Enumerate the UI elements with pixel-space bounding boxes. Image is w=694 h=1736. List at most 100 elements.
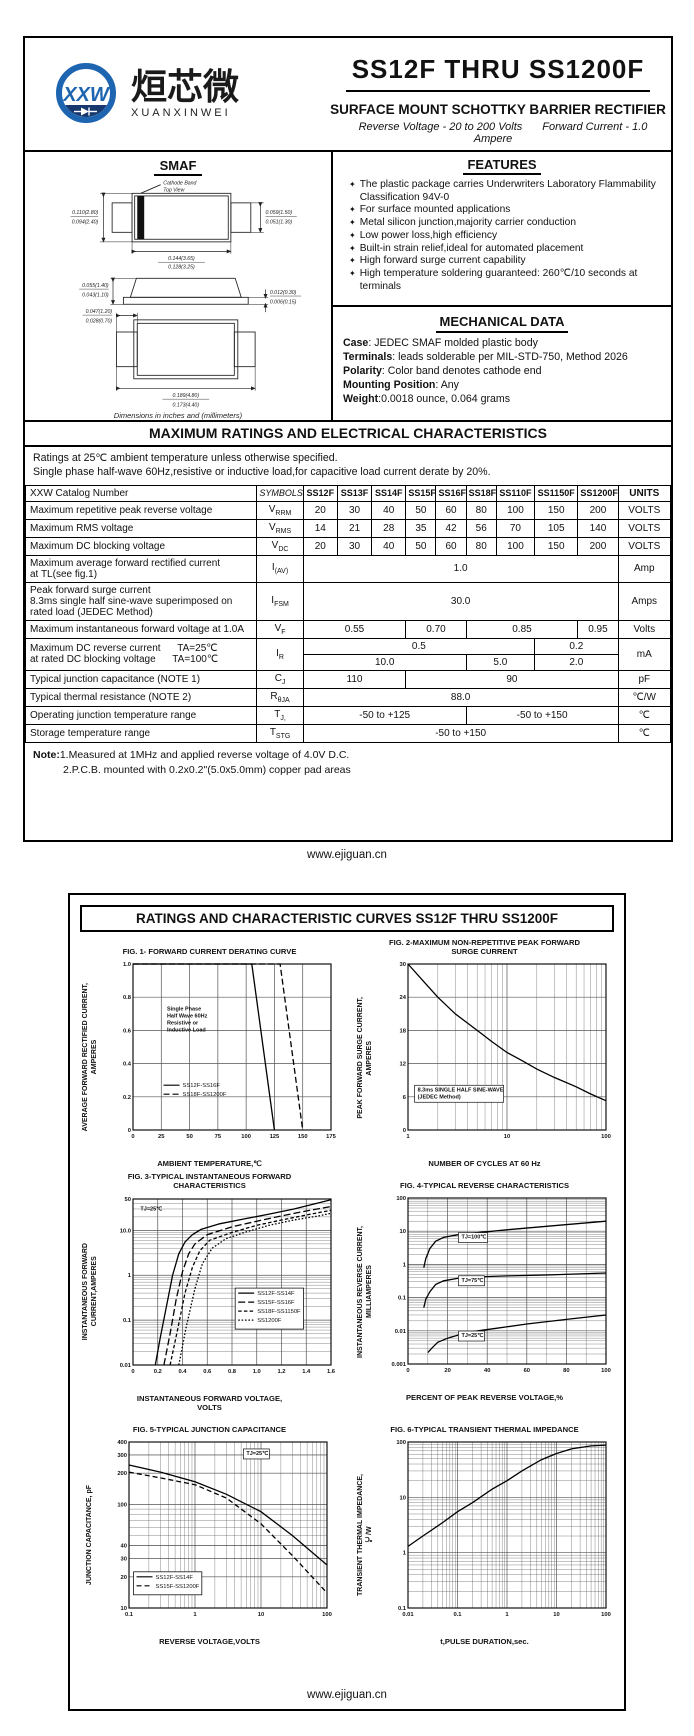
feature-text: Low power loss,high efficiency — [359, 229, 498, 241]
svg-text:20: 20 — [445, 1368, 451, 1374]
svg-text:1: 1 — [506, 1612, 510, 1618]
svg-text:18: 18 — [400, 1029, 407, 1035]
value-cell: 70 — [495, 518, 536, 538]
top-view-label: Top View — [163, 188, 185, 194]
symbol-cell: CJ — [256, 669, 304, 689]
feature-text: The plastic package carries Underwriters… — [359, 179, 656, 203]
table-header-row: XXW Catalog Number SYMBOLS SS12F SS13F SS14F… — [24, 484, 672, 502]
row-label: Maximum DC reverse current TA=25℃ at rate… — [24, 637, 258, 671]
value-cell: 30 — [336, 536, 373, 556]
svg-text:0.001: 0.001 — [392, 1362, 407, 1368]
y-axis-label: PEAK FORWARD SURGE CURRENT, AMPERES — [356, 996, 373, 1119]
svg-text:100: 100 — [397, 1440, 407, 1446]
svg-text:80: 80 — [563, 1368, 569, 1374]
note-label: Note: — [33, 748, 60, 761]
mechanical-data-item: Mounting Position: Any — [343, 379, 459, 392]
svg-text:0: 0 — [407, 1368, 410, 1374]
figure-caption: FIG. 6-TYPICAL TRANSIENT THERMAL IMPEDAN… — [390, 1424, 579, 1434]
svg-text:30: 30 — [120, 1556, 126, 1562]
dim-text: 0.144(3.65) — [168, 256, 195, 262]
symbol-cell: IR — [256, 637, 304, 671]
value-cell: 110 — [302, 669, 407, 689]
unit-cell: VOLTS — [617, 536, 672, 556]
symbol-cell: VRMS — [256, 518, 304, 538]
value-cell: 20 — [302, 500, 338, 520]
svg-text:1: 1 — [407, 1134, 411, 1140]
feature-item: ✦ Metal silicon junction,majority carrier… — [349, 217, 661, 230]
mechanical-data-title: MECHANICAL DATA — [435, 313, 569, 334]
ratings-summary: Reverse Voltage - 20 to 200 Volts Forward… — [325, 121, 671, 145]
feature-text: High temperature soldering guaranteed: 2… — [359, 268, 638, 292]
value-cell: 100 — [495, 536, 536, 556]
figure-4: FIG. 4-TYPICAL REVERSE CHARACTERISTICS IN… — [347, 1172, 622, 1411]
table-row: Maximum average forward rectified curren… — [24, 554, 672, 583]
svg-text:100: 100 — [322, 1612, 332, 1618]
value-cell: -50 to +150 — [465, 705, 619, 725]
row-label: Maximum average forward rectified curren… — [24, 554, 258, 583]
value-cell: 20 — [302, 536, 338, 556]
row-label: Maximum instantaneous forward voltage at… — [24, 619, 258, 639]
value-cell: 30 — [336, 500, 373, 520]
svg-text:400: 400 — [117, 1440, 127, 1446]
fig-3-plot: 0 0.2 0.4 0.6 0.8 1.0 1.2 1.4 1.6 0.01 0.1 1 10.0 50 T… — [120, 1197, 336, 1375]
svg-text:0.2: 0.2 — [154, 1369, 162, 1375]
figure-caption: FIG. 3-TYPICAL INSTANTANEOUS FORWARD CHA… — [127, 1172, 292, 1191]
svg-text:1: 1 — [403, 1550, 407, 1556]
note-line-1: 1.Measured at 1MHz and applied reverse v… — [59, 748, 350, 761]
svg-text:Half Wave 60Hz: Half Wave 60Hz — [167, 1013, 208, 1019]
figure-caption: FIG. 2-MAXIMUM NON-REPETITIVE PEAK FORWA… — [389, 938, 580, 957]
value-cell: 1.0 — [302, 554, 619, 583]
svg-text:25: 25 — [158, 1134, 165, 1140]
features-section: FEATURES ✦ The plastic package carries Un… — [333, 152, 671, 307]
table-row: Typical junction capacitance (NOTE 1) CJ 1… — [24, 669, 672, 689]
svg-text:1: 1 — [193, 1612, 197, 1618]
svg-text:0.2: 0.2 — [123, 1095, 131, 1101]
ratings-table: XXW Catalog Number SYMBOLS SS12F SS13F SS14F… — [24, 484, 672, 743]
svg-text:TJ=75℃: TJ=75℃ — [462, 1277, 485, 1284]
symbol-cell: VRRM — [256, 500, 304, 520]
row-label: Storage temperature range — [24, 723, 258, 743]
svg-text:150: 150 — [298, 1134, 308, 1140]
dim-text: 0.012(0.30) — [270, 290, 297, 296]
value-cell: 0.2 — [534, 637, 619, 655]
svg-text:0: 0 — [128, 1128, 131, 1134]
dim-text: 0.055(1.40) — [82, 283, 109, 289]
reverse-voltage-summary: Reverse Voltage - 20 to 200 Volts — [358, 121, 523, 133]
unit-cell: VOLTS — [617, 518, 672, 538]
svg-text:100: 100 — [117, 1502, 127, 1508]
figure-3: FIG. 3-TYPICAL INSTANTANEOUS FORWARD CHA… — [72, 1172, 347, 1411]
svg-text:100: 100 — [397, 1196, 407, 1202]
svg-text:0.01: 0.01 — [403, 1612, 415, 1618]
figure-2: FIG. 2-MAXIMUM NON-REPETITIVE PEAK FORWA… — [347, 938, 622, 1168]
svg-text:0.8: 0.8 — [123, 995, 132, 1001]
row-label: Maximum DC blocking voltage — [24, 536, 258, 556]
dim-text: 0.189(4.80) — [173, 393, 200, 399]
svg-text:12: 12 — [400, 1062, 406, 1068]
value-cell: 42 — [435, 518, 467, 538]
mechanical-data-item: Polarity: Color band denotes cathode end — [343, 365, 542, 378]
fig-5-plot: 0.1 1 10 100 10 20 30 40 100 200 300 400 TJ=25℃ SS12F… — [117, 1440, 332, 1618]
svg-text:0: 0 — [132, 1369, 135, 1375]
unit-cell: ℃/W — [617, 687, 672, 707]
feature-text: Built-in strain relief,ideal for automat… — [359, 242, 584, 254]
svg-text:8.3ms SINGLE HALF SINE-WAVE: 8.3ms SINGLE HALF SINE-WAVE — [418, 1087, 504, 1093]
feature-item: ✦ For surface mounted applications — [349, 204, 661, 217]
value-cell: 14 — [302, 518, 338, 538]
value-cell: 50 — [405, 500, 437, 520]
ratings-condition-2: Single phase half-wave 60Hz,resistive or… — [33, 466, 491, 479]
svg-text:0.8: 0.8 — [228, 1369, 237, 1375]
svg-text:100: 100 — [242, 1134, 252, 1140]
table-row: Maximum instantaneous forward voltage at… — [24, 619, 672, 639]
svg-text:SS12F-SS16F: SS12F-SS16F — [183, 1083, 221, 1089]
table-row: Operating junction temperature range TJ, -… — [24, 705, 672, 725]
svg-text:SS15F-SS1200F: SS15F-SS1200F — [155, 1584, 199, 1590]
package-outline-section: SMAF Cathode Band Top View 0.110(2.80) 0… — [25, 152, 331, 420]
row-label: Maximum repetitive peak reverse voltage — [24, 500, 258, 520]
svg-text:TJ=25℃: TJ=25℃ — [246, 1450, 269, 1457]
feature-item: ✦ High temperature soldering guaranteed: … — [349, 268, 661, 293]
value-cell: 5.0 — [465, 653, 536, 671]
svg-text:10: 10 — [400, 1230, 406, 1236]
svg-text:0.1: 0.1 — [454, 1612, 463, 1618]
svg-text:1.0: 1.0 — [253, 1369, 261, 1375]
svg-text:1.4: 1.4 — [302, 1369, 311, 1375]
